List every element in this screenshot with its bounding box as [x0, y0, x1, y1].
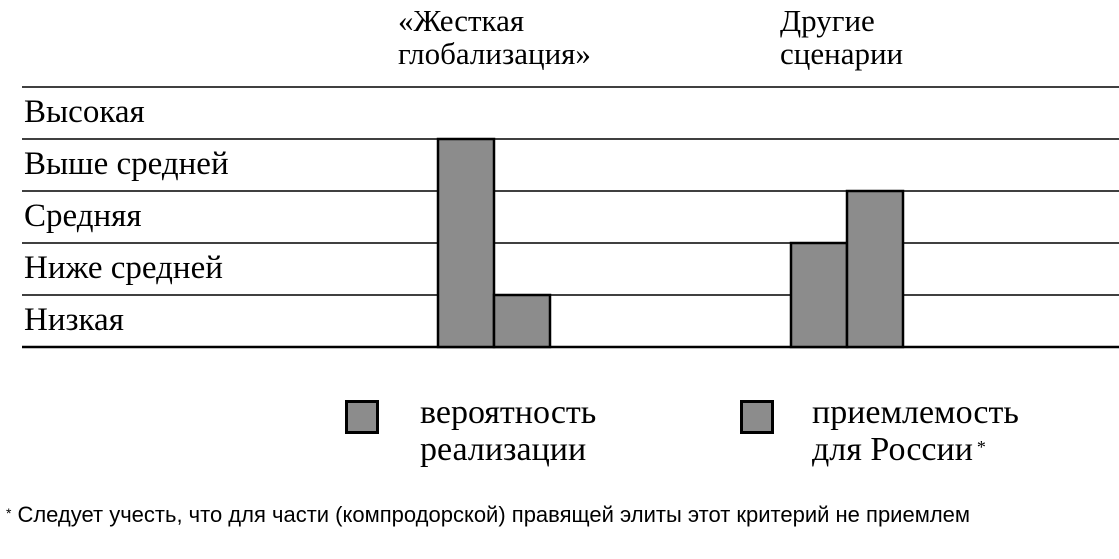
- legend-label-text: для России: [812, 431, 973, 468]
- legend-label-probability: вероятность реализации: [420, 394, 596, 468]
- group-label-line: «Жесткая: [398, 3, 525, 38]
- footnote-marker: *: [976, 437, 986, 457]
- group-label-line: Другие: [780, 3, 875, 38]
- level-label-below-average: Ниже средней: [24, 250, 223, 286]
- bar-acceptability-other-scenarios: [845, 189, 905, 349]
- legend-swatch-probability: [345, 400, 379, 434]
- legend-label-line: вероятность: [420, 394, 597, 431]
- group-label-hard-globalization: «Жесткая глобализация»: [398, 4, 591, 70]
- legend-label-acceptability: приемлемость для России *: [812, 394, 1019, 468]
- level-label-high: Высокая: [24, 94, 145, 130]
- level-label-average: Средняя: [24, 198, 142, 234]
- footnote-text: Следует учесть, что для части (компродор…: [17, 502, 971, 527]
- bar-acceptability-hard-globalization: [492, 293, 552, 349]
- group-label-other-scenarios: Другие сценарии: [780, 4, 903, 70]
- legend-label-line: приемлемость: [812, 394, 1019, 431]
- group-label-line: глобализация»: [398, 36, 591, 71]
- footnote: * Следует учесть, что для части (компродо…: [6, 503, 1106, 527]
- legend-swatch-acceptability: [740, 400, 774, 434]
- group-label-line: сценарии: [780, 36, 904, 71]
- bar-probability-other-scenarios: [789, 241, 849, 349]
- legend-label-line: для России *: [812, 431, 1019, 468]
- level-label-low: Низкая: [24, 302, 124, 338]
- footnote-marker: *: [6, 505, 12, 521]
- legend-label-line: реализации: [420, 431, 587, 468]
- bar-probability-hard-globalization: [436, 137, 496, 349]
- level-label-above-average: Выше средней: [24, 146, 229, 182]
